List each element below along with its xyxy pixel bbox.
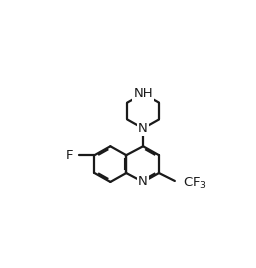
Text: F: F [66, 149, 74, 162]
Text: N: N [138, 122, 148, 135]
Text: CF$_3$: CF$_3$ [183, 176, 207, 192]
Text: N: N [138, 176, 148, 188]
Text: NH: NH [133, 87, 153, 100]
